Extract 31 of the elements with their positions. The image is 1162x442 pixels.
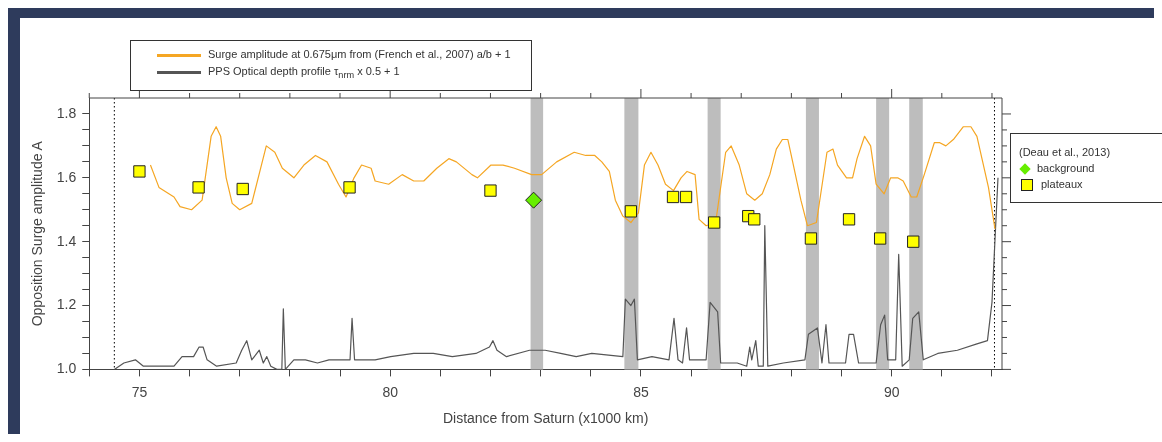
x-tick-label: 80 xyxy=(382,383,399,400)
y-tick-label: 1.0 xyxy=(56,360,77,377)
point xyxy=(842,213,856,226)
y-tick-label: 1.6 xyxy=(56,168,77,185)
x-axis-title: Distance from Saturn (x1000 km) xyxy=(442,410,649,427)
point xyxy=(748,213,761,226)
legend-title: (Deau et al., 2013) xyxy=(1019,145,1112,160)
y-axis-title: Opposition Surge amplitude A xyxy=(29,140,46,327)
point xyxy=(236,182,249,196)
y-tick-label: 1.8 xyxy=(56,104,77,121)
legend-label: plateaux xyxy=(1041,178,1083,190)
point xyxy=(679,190,693,204)
y-tick-label: 1.2 xyxy=(56,296,77,313)
point xyxy=(804,232,818,245)
legend-label: background xyxy=(1037,162,1095,174)
point xyxy=(873,232,887,245)
point xyxy=(192,181,205,194)
x-tick-label: 85 xyxy=(633,383,649,400)
legend-label: Surge amplitude at 0.675μm from (French et al., 2007) a/b + 1 xyxy=(208,48,511,60)
point xyxy=(525,191,543,209)
point xyxy=(624,205,638,218)
point xyxy=(343,181,356,194)
y-tick-label: 1.4 xyxy=(56,232,77,249)
point xyxy=(907,235,920,248)
point xyxy=(707,216,721,229)
point xyxy=(484,184,497,197)
point xyxy=(133,165,146,178)
legend-label: PPS Optical depth profile τ$_{nrm}$ x 0.5 + 1 xyxy=(208,65,400,81)
x-tick-label: 75 xyxy=(131,383,148,400)
point xyxy=(666,190,680,204)
x-tick-label: 90 xyxy=(883,383,900,400)
